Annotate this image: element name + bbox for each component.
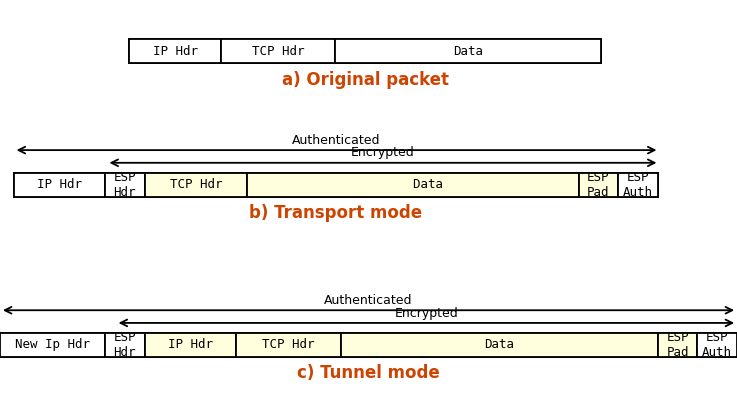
Bar: [130, 39, 601, 63]
Bar: [144, 333, 236, 357]
Bar: [0, 333, 737, 357]
Text: a) Original packet: a) Original packet: [282, 71, 449, 89]
Text: Encrypted: Encrypted: [351, 146, 415, 159]
Text: ESP
Hdr: ESP Hdr: [113, 171, 136, 199]
Bar: [658, 333, 697, 357]
Text: New Ip Hdr: New Ip Hdr: [15, 339, 90, 352]
Bar: [14, 173, 658, 197]
Bar: [335, 39, 601, 63]
Bar: [248, 173, 579, 197]
Text: IP Hdr: IP Hdr: [37, 178, 82, 191]
Text: Authenticated: Authenticated: [324, 294, 413, 307]
Text: ESP
Auth: ESP Auth: [702, 331, 732, 359]
Bar: [236, 333, 341, 357]
Text: b) Transport mode: b) Transport mode: [249, 204, 422, 222]
Text: TCP Hdr: TCP Hdr: [170, 178, 223, 191]
Text: Authenticated: Authenticated: [293, 134, 381, 147]
Text: ESP
Auth: ESP Auth: [623, 171, 653, 199]
Bar: [697, 333, 737, 357]
Bar: [14, 173, 105, 197]
Text: TCP Hdr: TCP Hdr: [251, 45, 304, 58]
Bar: [0, 333, 105, 357]
Text: Encrypted: Encrypted: [394, 306, 458, 319]
Bar: [221, 39, 335, 63]
Bar: [579, 173, 618, 197]
Bar: [618, 173, 658, 197]
Text: Data: Data: [383, 178, 443, 191]
Text: IP Hdr: IP Hdr: [153, 45, 198, 58]
Bar: [144, 173, 248, 197]
Text: Data: Data: [484, 339, 514, 352]
Text: ESP
Pad: ESP Pad: [666, 331, 689, 359]
Text: TCP Hdr: TCP Hdr: [262, 339, 315, 352]
Text: Data: Data: [453, 45, 483, 58]
Text: ESP
Hdr: ESP Hdr: [113, 331, 136, 359]
Text: ESP
Pad: ESP Pad: [587, 171, 609, 199]
Bar: [341, 333, 658, 357]
Text: IP Hdr: IP Hdr: [168, 339, 213, 352]
Bar: [105, 333, 144, 357]
Bar: [130, 39, 221, 63]
Bar: [105, 173, 144, 197]
Text: c) Tunnel mode: c) Tunnel mode: [297, 364, 440, 382]
